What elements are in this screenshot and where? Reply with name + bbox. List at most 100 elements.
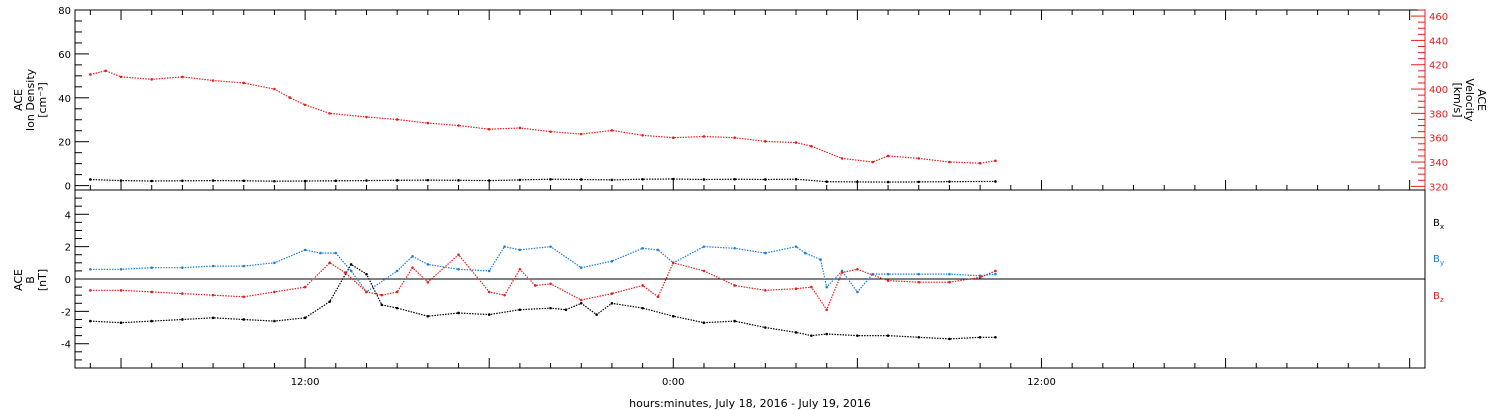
- by-point: [303, 248, 307, 252]
- density-axis-label-line1: ACE: [12, 89, 25, 111]
- density-axis-label-line2: Ion Density: [24, 68, 37, 131]
- by-point: [702, 245, 706, 248]
- bx-point: [886, 334, 890, 337]
- legend-bz-sub: z: [1440, 296, 1444, 304]
- legend-bx-sub: x: [1440, 223, 1444, 231]
- velocity-point: [733, 136, 736, 140]
- bx-point: [978, 335, 982, 339]
- density-tick-label: 40: [58, 94, 71, 105]
- velocity-point: [886, 154, 890, 158]
- density-point: [242, 179, 246, 183]
- bx-point: [579, 301, 583, 305]
- bz-point: [794, 287, 798, 291]
- by-point: [395, 269, 399, 273]
- velocity-point: [457, 124, 460, 127]
- field-axis-label-line2: B: [24, 276, 37, 284]
- legend-by-sub: y: [1440, 259, 1444, 267]
- velocity-point: [328, 112, 331, 115]
- density-velocity-marks: [89, 69, 997, 184]
- bx-point: [518, 308, 522, 312]
- density-point: [764, 178, 767, 181]
- velocity-axis-ticks: 320 340 360 380 400 420 440 460: [1411, 9, 1448, 193]
- field-marks: [89, 245, 997, 341]
- density-point: [365, 179, 368, 182]
- field-tick-label: -4: [61, 340, 71, 351]
- bz-point: [886, 279, 890, 282]
- bx-point: [380, 303, 384, 307]
- velocity-point: [702, 135, 706, 138]
- time-axis-ticks: 12:00 0:00 12:00: [89, 10, 1411, 388]
- density-point: [457, 179, 460, 182]
- field-axis-label-line3: [nT]: [36, 269, 49, 291]
- bx-point: [564, 308, 568, 312]
- velocity-point: [273, 87, 276, 91]
- bx-point: [825, 332, 829, 336]
- density-point: [948, 180, 951, 183]
- bx-point: [917, 335, 921, 339]
- by-point: [610, 259, 614, 263]
- velocity-tick-label: 440: [1429, 36, 1448, 47]
- by-point: [349, 269, 353, 273]
- density-point: [671, 177, 675, 181]
- velocity-line: [90, 70, 996, 164]
- by-point: [487, 269, 491, 273]
- velocity-tick-label: 320: [1429, 182, 1448, 193]
- by-point: [819, 258, 822, 261]
- bz-point: [119, 289, 123, 292]
- bz-point: [273, 290, 276, 294]
- legend-by-letter: B: [1433, 254, 1440, 265]
- field-tick-label: -2: [61, 307, 71, 318]
- by-point: [803, 251, 807, 255]
- bx-point: [349, 263, 353, 266]
- density-tick-label: 60: [58, 50, 71, 61]
- by-point: [150, 266, 154, 269]
- by-point: [426, 263, 430, 266]
- by-point: [273, 261, 276, 265]
- bx-point: [395, 306, 399, 310]
- bx-point: [856, 334, 859, 337]
- velocity-point: [303, 103, 307, 107]
- bx-point: [764, 326, 767, 329]
- legend-bz: B z: [1433, 291, 1444, 304]
- density-tick-label: 0: [65, 182, 71, 193]
- bz-point: [641, 284, 644, 287]
- bx-point: [457, 311, 460, 315]
- by-point: [549, 245, 552, 248]
- density-point: [334, 179, 338, 183]
- density-point: [702, 178, 706, 181]
- bz-point: [242, 295, 246, 299]
- bz-point: [518, 267, 522, 271]
- by-point: [856, 290, 859, 294]
- bx-point: [549, 306, 552, 310]
- bx-point: [487, 313, 491, 316]
- velocity-point: [671, 136, 675, 140]
- density-point: [150, 179, 154, 183]
- bz-point: [365, 290, 368, 294]
- velocity-point: [89, 73, 92, 76]
- bz-point: [395, 290, 399, 294]
- by-point: [656, 248, 660, 252]
- by-point: [764, 251, 767, 255]
- density-point: [181, 179, 184, 183]
- velocity-point: [764, 140, 767, 143]
- bz-point: [764, 289, 767, 292]
- bz-point: [978, 276, 982, 279]
- bz-point: [211, 293, 215, 297]
- bz-point: [579, 298, 583, 302]
- velocity-point: [549, 130, 552, 133]
- bz-point: [89, 289, 92, 292]
- by-point: [457, 267, 460, 271]
- bx-point: [595, 313, 598, 316]
- time-tick-label: 12:00: [1027, 377, 1056, 388]
- velocity-point: [365, 115, 368, 119]
- bz-point: [671, 261, 675, 265]
- by-point: [733, 246, 736, 250]
- density-tick-label: 80: [58, 6, 71, 17]
- bz-point: [457, 253, 460, 257]
- field-tick-label: 0: [65, 275, 71, 286]
- density-tick-label: 20: [58, 138, 71, 149]
- bx-point: [702, 321, 706, 324]
- legend-bz-letter: B: [1433, 291, 1440, 302]
- velocity-tick-label: 380: [1429, 109, 1448, 120]
